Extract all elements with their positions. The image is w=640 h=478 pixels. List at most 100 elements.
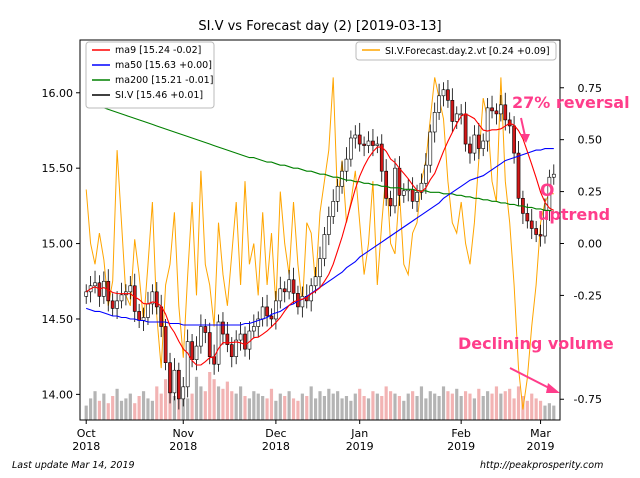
x-tick-label-month: Feb	[451, 427, 470, 440]
volume-bar	[164, 379, 168, 420]
candle-body	[146, 303, 150, 318]
volume-bar	[194, 376, 199, 420]
volume-bar	[97, 400, 102, 420]
annotation-arrows	[509, 117, 560, 393]
volume-bar	[322, 396, 326, 420]
footer-source-url: http://peakprosperity.com	[480, 460, 604, 471]
volume-bar	[455, 388, 459, 420]
candle-body	[132, 285, 137, 312]
volume-bar	[291, 398, 296, 420]
candle-body	[185, 341, 190, 388]
candle-body	[326, 216, 331, 235]
volume-bar	[172, 396, 177, 420]
candle-body	[494, 110, 499, 115]
volume-bar	[481, 396, 485, 420]
candle-body	[93, 282, 97, 287]
volume-bar	[234, 393, 238, 420]
candle-body	[499, 104, 503, 115]
x-tick-label-month: Nov	[173, 427, 195, 440]
plot-area	[84, 77, 556, 420]
volume-bar	[106, 403, 110, 420]
y-right-tick-label: 0.25	[578, 186, 603, 199]
volume-bar	[274, 400, 278, 420]
candle-body	[485, 107, 490, 142]
volume-bar	[371, 391, 375, 420]
candle-body	[357, 134, 362, 145]
volume-bar	[278, 393, 282, 420]
volume-bar	[486, 391, 490, 420]
volume-bar	[102, 393, 106, 420]
candle-body	[490, 107, 494, 112]
legend-label: ma9 [15.24 -0.02]	[115, 45, 201, 56]
legend-box	[85, 41, 215, 109]
volume-bar	[380, 396, 384, 420]
candle-body	[450, 100, 455, 122]
volume-bar	[150, 400, 154, 420]
candle-body	[419, 182, 424, 193]
volume-bar	[159, 393, 163, 420]
volume-bar	[499, 393, 503, 420]
candle-body	[534, 228, 538, 235]
chart-title: SI.V vs Forecast day (2) [2019-03-13]	[198, 19, 441, 34]
volume-bar	[239, 386, 243, 420]
candle-body	[269, 315, 274, 320]
candle-body	[393, 167, 397, 207]
volume-bar	[318, 391, 322, 420]
volume-bar	[168, 391, 172, 420]
volume-bar	[490, 393, 494, 420]
volume-bar	[362, 396, 366, 420]
candle-body	[194, 345, 199, 360]
candle-body	[207, 332, 212, 357]
volume-bar	[534, 398, 538, 420]
y-left-tick-label: 14.00	[42, 388, 74, 401]
x-tick-label-year: 2018	[169, 440, 197, 453]
arrowhead-reversal	[520, 134, 530, 143]
candle-body	[128, 285, 133, 293]
x-tick-label-year: 2019	[346, 440, 374, 453]
volume-bar	[305, 396, 309, 420]
volume-bar	[243, 396, 247, 420]
volume-bar	[124, 398, 128, 420]
candle-body	[216, 321, 221, 365]
candle-body	[375, 143, 380, 146]
y-right-tick-label: -0.75	[574, 393, 602, 406]
candle-body	[102, 280, 106, 297]
x-tick-label-month: Jan	[350, 427, 368, 440]
candle-body	[274, 300, 278, 320]
y-left-tick-label: 15.50	[42, 162, 74, 175]
volume-bar	[516, 386, 521, 420]
candle-body	[353, 134, 358, 139]
candle-body	[278, 288, 283, 302]
legend-label: ma200 [15.21 -0.01]	[115, 75, 213, 86]
volume-bar	[208, 372, 212, 420]
candle-body	[472, 134, 477, 154]
volume-bar	[353, 393, 357, 420]
candle-body	[163, 326, 168, 363]
candle-body	[234, 339, 239, 357]
volume-bar	[111, 396, 115, 420]
candle-body	[150, 291, 155, 305]
volume-bar	[388, 391, 393, 420]
volume-bar	[261, 396, 265, 420]
x-tick-label-year: 2018	[72, 440, 100, 453]
candle-body	[84, 291, 89, 297]
x-tick-label-month: Mar	[530, 427, 551, 440]
ma200-line	[86, 101, 554, 213]
candle-body	[199, 326, 203, 347]
candle-body	[401, 190, 406, 196]
volume-bar	[508, 388, 512, 420]
legend-label: SI.V.Forecast.day.2.vt [0.24 +0.09]	[385, 46, 550, 57]
candle-body	[260, 306, 265, 320]
y-right-tick-label: 0.50	[578, 134, 603, 147]
legend-forecast: SI.V.Forecast.day.2.vt [0.24 +0.09]	[355, 41, 557, 61]
volume-bar	[433, 393, 437, 420]
volume-bar	[358, 388, 362, 420]
volume-bar	[212, 379, 216, 420]
volume-bar	[494, 386, 499, 420]
footer-last-update: Last update Mar 14, 2019	[12, 460, 135, 471]
volume-bar	[300, 393, 304, 420]
volume-bar	[525, 400, 529, 420]
candle-body	[529, 220, 534, 229]
volume-bar	[437, 396, 441, 420]
volume-bar	[459, 396, 463, 420]
